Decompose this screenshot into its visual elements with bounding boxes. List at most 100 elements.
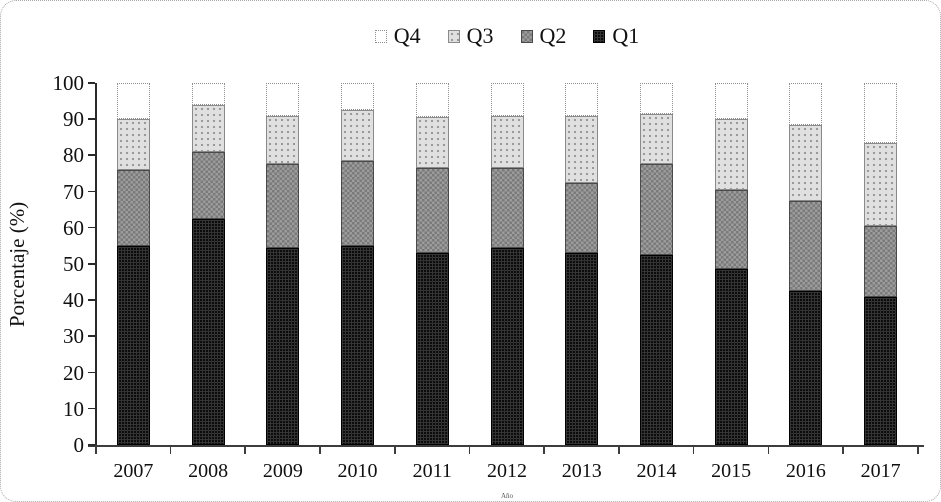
bar-segment-q1-2010	[341, 245, 375, 445]
x-axis-category-label: 2017	[860, 460, 901, 482]
legend-item-q1: Q1	[593, 25, 639, 47]
x-axis-category-label: 2012	[487, 460, 527, 482]
bar-segment-q2-2014	[639, 164, 673, 255]
x-axis-line	[88, 445, 924, 447]
legend-label-q2: Q2	[539, 23, 567, 48]
bar-segment-q2-2011	[415, 168, 449, 254]
x-axis-tick	[393, 447, 396, 454]
legend-swatch-q1-icon	[593, 29, 606, 43]
y-axis-tick	[88, 118, 95, 120]
bar-segment-q4-2011	[415, 83, 449, 118]
plot-area: Año 0 10 20 30 40 50 60 70 80 90 100 2007 2008 2009 20…	[53, 73, 924, 500]
bar-2009	[266, 83, 300, 445]
y-axis-tick	[88, 444, 95, 446]
bar-segment-q2-2013	[565, 182, 599, 254]
legend-label-q4: Q4	[393, 23, 421, 48]
y-axis-tick	[88, 335, 95, 337]
x-axis-tick	[319, 447, 321, 454]
bar-2014	[639, 83, 673, 445]
y-axis-tick-label: 30	[63, 324, 84, 349]
bar-segment-q4-2016	[789, 83, 823, 125]
x-axis-title: Año	[500, 492, 514, 500]
bar-segment-q4-2009	[266, 83, 300, 116]
bar-2012	[490, 83, 524, 445]
legend-swatch-q2-icon	[520, 29, 533, 43]
bar-2015	[714, 83, 748, 445]
bar-segment-q2-2017	[864, 226, 898, 297]
bar-segment-q2-2008	[191, 151, 225, 219]
bar-segment-q4-2017	[864, 83, 898, 143]
y-axis-tick	[88, 263, 95, 265]
y-axis-tick	[88, 407, 95, 410]
bar-segment-q2-2016	[789, 200, 823, 292]
legend-item-q3: Q3	[447, 23, 494, 48]
bar-segment-q2-2009	[266, 164, 300, 248]
legend-label-q3: Q3	[466, 23, 494, 48]
y-axis-line	[95, 83, 97, 445]
bar-2011	[415, 83, 449, 445]
y-axis-tick-label: 80	[63, 143, 84, 168]
bar-2017	[864, 83, 898, 445]
bar-segment-q3-2013	[565, 115, 599, 183]
bar-segment-q3-2012	[490, 115, 524, 169]
bar-segment-q1-2015	[714, 269, 748, 445]
x-axis-category-label: 2014	[636, 460, 677, 482]
y-axis-title: Porcentaje (%)	[5, 201, 30, 327]
bar-segment-q1-2009	[266, 247, 300, 445]
bar-segment-q1-2012	[490, 247, 524, 445]
x-axis-category-label: 2007	[113, 460, 154, 482]
y-axis-tick-label: 40	[63, 288, 84, 313]
chart-legend: Q4 Q3 Q2 Q1	[96, 25, 918, 47]
bar-segment-q4-2012	[490, 83, 524, 116]
x-axis-tick	[468, 447, 471, 454]
bar-segment-q3-2014	[639, 113, 673, 165]
y-axis-tick	[88, 154, 95, 156]
bar-segment-q3-2017	[864, 142, 898, 227]
y-axis-tick	[88, 190, 95, 193]
y-axis-tick-label: 20	[63, 360, 84, 385]
bar-segment-q3-2007	[116, 119, 150, 170]
x-axis-tick	[95, 447, 97, 454]
x-axis-category-label: 2010	[337, 460, 378, 482]
legend-label-q1: Q1	[612, 23, 640, 48]
legend-swatch-q3-icon	[447, 29, 460, 43]
x-axis-tick	[917, 447, 919, 454]
x-axis-category-label: 2009	[262, 460, 303, 482]
bar-segment-q1-2016	[789, 291, 823, 445]
bar-segment-q4-2007	[116, 83, 150, 120]
bar-segment-q4-2014	[639, 83, 673, 114]
bar-2010	[341, 83, 375, 445]
x-axis-category-label: 2016	[785, 460, 826, 482]
bar-segment-q1-2011	[415, 253, 449, 445]
y-axis-tick-label: 70	[63, 179, 84, 204]
x-axis-tick	[244, 447, 247, 454]
y-axis-tick	[88, 82, 95, 84]
y-axis-tick	[88, 299, 95, 301]
legend-swatch-q4-icon	[374, 29, 387, 43]
bar-2007	[116, 83, 150, 445]
x-axis-category-label: 2015	[711, 460, 752, 482]
y-axis-tick-label: 50	[63, 252, 84, 276]
y-axis-tick-label: 90	[63, 107, 84, 132]
bar-2016	[789, 83, 823, 445]
bar-segment-q3-2009	[266, 115, 300, 165]
bar-segment-q2-2012	[490, 168, 524, 248]
x-axis-category-label: 2008	[188, 460, 229, 482]
bar-2013	[565, 83, 599, 445]
x-axis-tick	[618, 447, 620, 454]
bar-segment-q1-2014	[639, 254, 673, 445]
x-axis-tick	[692, 447, 695, 454]
x-axis-tick	[767, 447, 770, 454]
bar-segment-q1-2017	[864, 296, 898, 445]
y-axis-tick	[88, 226, 95, 229]
bar-segment-q3-2008	[191, 104, 225, 152]
y-axis-tick-label: 10	[63, 396, 84, 421]
x-axis-tick	[842, 447, 844, 454]
bar-segment-q3-2010	[341, 110, 375, 161]
x-axis-category-label: 2013	[561, 460, 602, 482]
x-axis-tick	[169, 447, 172, 454]
bar-segment-q3-2016	[789, 124, 823, 201]
bar-segment-q1-2007	[116, 245, 150, 445]
y-axis-tick-label: 100	[52, 71, 85, 95]
